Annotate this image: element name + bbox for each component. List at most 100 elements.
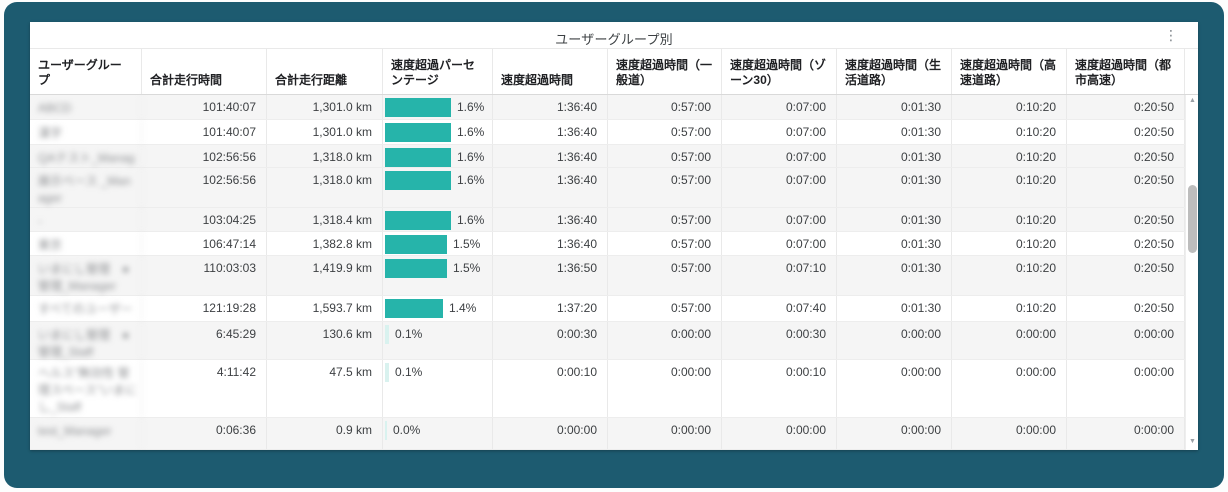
speeding-time-general-cell: 0:00:00 — [608, 322, 722, 359]
speeding-time-general-cell: 0:57:00 — [608, 120, 722, 144]
speeding-time-zone30-cell: 0:07:00 — [722, 208, 837, 231]
speeding-time-general-cell: 0:57:00 — [608, 145, 722, 167]
table-row: -103:04:25 1,318.4 km 1.6% 1:36:40 0:57:00 0:… — [30, 208, 1198, 232]
total-distance-cell: 1,382.8 km — [267, 232, 383, 255]
speeding-time-cell: 1:36:40 — [493, 95, 608, 119]
speeding-pct-cell: 1.4% — [383, 296, 493, 321]
table-row: 東京 106:47:14 1,382.8 km 1.5% 1:36:40 0:57:00 0… — [30, 232, 1198, 256]
column-header-speeding_time_residential[interactable]: 速度超過時間（生活道路） — [837, 49, 952, 94]
speeding-pct-cell: 1.6% — [383, 95, 493, 119]
scrollbar-thumb[interactable] — [1188, 185, 1197, 253]
kebab-menu-icon[interactable]: ⋮ — [1164, 27, 1178, 43]
card-header: ユーザーグループ別 ⋮ — [30, 22, 1198, 48]
speeding-pct-cell: 1.5% — [383, 256, 493, 295]
column-header-total_distance[interactable]: 合計走行距離 — [267, 49, 383, 94]
speeding-time-cell: 0:00:00 — [493, 418, 608, 449]
speeding-time-cell: 0:00:10 — [493, 360, 608, 417]
speeding-time-general-cell: 0:57:00 — [608, 208, 722, 231]
total-distance-cell: 1,419.9 km — [267, 256, 383, 295]
speeding-time-general-cell: 0:00:00 — [608, 418, 722, 449]
table-row: すべてのユーザー 121:19:28 1,593.7 km 1.4% 1:37:20 0:… — [30, 296, 1198, 322]
speeding-time-cell: 1:36:40 — [493, 168, 608, 207]
speeding-pct-bar — [385, 363, 389, 382]
column-header-speeding_time_urban[interactable]: 速度超過時間（都市高速） — [1067, 49, 1185, 94]
user-group-cell: ABCD — [30, 95, 142, 119]
dashboard-background: ユーザーグループ別 ⋮ ユーザーグループ 合計走行時間 合計走行距離 速度超過パーセン… — [4, 2, 1224, 488]
column-header-speeding_time_zone30[interactable]: 速度超過時間（ゾーン30） — [722, 49, 837, 94]
table-row: 漢字 101:40:07 1,301.0 km 1.6% 1:36:40 0:57:00 0… — [30, 120, 1198, 145]
speeding-time-highway-cell: 0:00:00 — [952, 322, 1067, 359]
speeding-time-highway-cell: 0:00:00 — [952, 418, 1067, 449]
total-drive-time-cell: 0:06:36 — [142, 418, 267, 449]
column-header-speeding_time_general[interactable]: 速度超過時間（一般道） — [608, 49, 722, 94]
vertical-scrollbar[interactable]: ▲ ▼ — [1185, 95, 1198, 450]
speeding-time-highway-cell: 0:10:20 — [952, 145, 1067, 167]
speeding-time-zone30-cell: 0:07:00 — [722, 95, 837, 119]
speeding-pct-cell: 0.0% — [383, 418, 493, 449]
table-row: 展示ベース _Manager 102:56:56 1,318.0 km 1.6% 1:3… — [30, 168, 1198, 208]
total-distance-cell: 1,593.7 km — [267, 296, 383, 321]
column-header-speeding_pct[interactable]: 速度超過パーセンテージ — [383, 49, 493, 94]
speeding-time-zone30-cell: 0:07:10 — [722, 256, 837, 295]
speeding-time-urban-cell: 0:20:50 — [1067, 208, 1185, 231]
speeding-time-urban-cell: 0:20:50 — [1067, 120, 1185, 144]
speeding-time-zone30-cell: 0:07:00 — [722, 120, 837, 144]
speeding-pct-label: 1.5% — [453, 261, 481, 275]
speeding-time-cell: 0:00:30 — [493, 322, 608, 359]
speeding-time-general-cell: 0:57:00 — [608, 168, 722, 207]
speeding-time-highway-cell: 0:10:20 — [952, 208, 1067, 231]
speeding-pct-cell: 1.6% — [383, 168, 493, 207]
speeding-time-residential-cell: 0:00:00 — [837, 418, 952, 449]
scroll-up-icon[interactable]: ▲ — [1189, 97, 1196, 104]
speeding-time-residential-cell: 0:01:30 — [837, 256, 952, 295]
speeding-time-highway-cell: 0:10:20 — [952, 120, 1067, 144]
speeding-time-cell: 1:36:50 — [493, 256, 608, 295]
user-group-cell: 漢字 — [30, 120, 142, 144]
column-header-total_drive_time[interactable]: 合計走行時間 — [142, 49, 267, 94]
speeding-time-residential-cell: 0:00:00 — [837, 360, 952, 417]
user-group-cell: test_Manager — [30, 418, 142, 449]
total-distance-cell: 1,318.4 km — [267, 208, 383, 231]
speeding-pct-cell: 1.6% — [383, 145, 493, 167]
speeding-time-urban-cell: 0:20:50 — [1067, 95, 1185, 119]
speeding-time-general-cell: 0:57:00 — [608, 232, 722, 255]
speeding-pct-bar — [385, 123, 451, 142]
user-group-cell: 東京 — [30, 232, 142, 255]
table-row: いまにし管理 ●管理_Staff 6:45:29 130.6 km 0.1% 0:00:… — [30, 322, 1198, 360]
speeding-time-cell: 1:37:20 — [493, 296, 608, 321]
total-drive-time-cell: 106:47:14 — [142, 232, 267, 255]
column-header-speeding_time[interactable]: 速度超過時間 — [493, 49, 608, 94]
total-distance-cell: 0.9 km — [267, 418, 383, 449]
speeding-pct-cell: 1.5% — [383, 232, 493, 255]
speeding-time-urban-cell: 0:20:50 — [1067, 168, 1185, 207]
user-group-cell: - — [30, 208, 142, 231]
speeding-pct-cell: 0.1% — [383, 322, 493, 359]
table-row: ヘルス"無効性 管理スペース"いまにし_Staff 4:11:42 47.5 km 0… — [30, 360, 1198, 418]
total-distance-cell: 47.5 km — [267, 360, 383, 417]
speeding-pct-label: 1.5% — [453, 237, 481, 251]
table-row: いまにし管理 ●管理_Manager 110:03:03 1,419.9 km 1.5… — [30, 256, 1198, 296]
total-drive-time-cell: 102:56:56 — [142, 168, 267, 207]
speeding-time-cell: 1:36:40 — [493, 120, 608, 144]
speeding-time-residential-cell: 0:01:30 — [837, 232, 952, 255]
table-row: ABCD 101:40:07 1,301.0 km 1.6% 1:36:40 0:57:0… — [30, 95, 1198, 120]
speeding-time-residential-cell: 0:01:30 — [837, 296, 952, 321]
speeding-pct-bar — [385, 171, 451, 190]
speeding-time-urban-cell: 0:20:50 — [1067, 145, 1185, 167]
speeding-pct-label: 1.6% — [457, 173, 485, 187]
speeding-pct-bar — [385, 98, 451, 117]
scroll-down-icon[interactable]: ▼ — [1189, 438, 1196, 445]
speeding-time-highway-cell: 0:10:20 — [952, 296, 1067, 321]
speeding-time-zone30-cell: 0:00:10 — [722, 360, 837, 417]
column-header-speeding_time_highway[interactable]: 速度超過時間（高速道路） — [952, 49, 1067, 94]
speeding-time-general-cell: 0:57:00 — [608, 296, 722, 321]
speeding-pct-bar — [385, 421, 387, 440]
total-drive-time-cell: 101:40:07 — [142, 120, 267, 144]
total-distance-cell: 1,318.0 km — [267, 145, 383, 167]
column-header-user_group[interactable]: ユーザーグループ — [30, 49, 142, 94]
speeding-time-cell: 1:36:40 — [493, 232, 608, 255]
speeding-time-urban-cell: 0:20:50 — [1067, 232, 1185, 255]
speeding-pct-label: 0.1% — [395, 327, 423, 341]
speeding-time-urban-cell: 0:20:50 — [1067, 296, 1185, 321]
